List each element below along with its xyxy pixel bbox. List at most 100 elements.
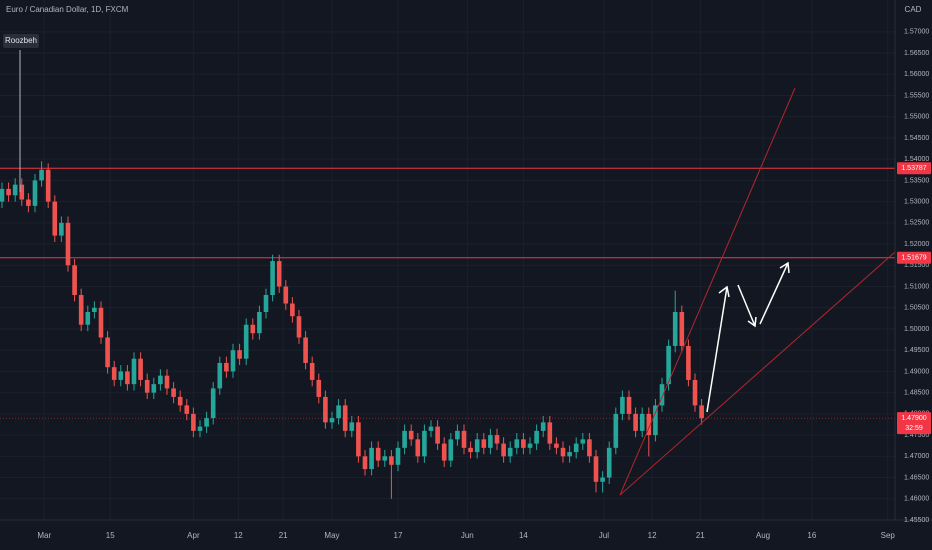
arrow xyxy=(706,286,728,413)
candle-body xyxy=(210,388,216,419)
candle-body xyxy=(639,413,645,431)
candle-body xyxy=(336,405,341,419)
candle-body xyxy=(26,199,31,206)
candle-body xyxy=(92,307,97,312)
y-tick-label: 1.49000 xyxy=(904,368,929,375)
candle-body xyxy=(6,188,11,196)
candle-body xyxy=(461,430,467,448)
y-tick-label: 1.54500 xyxy=(904,135,929,142)
candle-body xyxy=(514,439,520,448)
candle-body xyxy=(415,439,421,457)
candle-body xyxy=(501,443,506,457)
candle-body xyxy=(659,384,665,406)
candle-body xyxy=(39,169,44,181)
candle-body xyxy=(580,439,586,444)
candle-body xyxy=(342,405,348,431)
candle-body xyxy=(679,312,685,346)
author-marker xyxy=(3,34,39,48)
chart-title: Euro / Canadian Dollar, 1D, FXCM xyxy=(6,5,129,14)
last-price-label: 1.47900 xyxy=(901,415,926,422)
x-tick-label: Jul xyxy=(599,531,609,540)
x-tick-label: 17 xyxy=(394,531,403,540)
y-tick-label: 1.53500 xyxy=(904,177,929,184)
candle-body xyxy=(85,312,91,325)
y-tick-label: 1.51500 xyxy=(904,262,929,269)
candle-body xyxy=(329,418,335,423)
countdown: 32:59 xyxy=(905,425,923,432)
y-tick-label: 1.56500 xyxy=(904,50,929,57)
level-label: 1.51679 xyxy=(901,255,926,262)
x-tick-label: 12 xyxy=(234,531,243,540)
candle-body xyxy=(692,379,698,406)
candle-body xyxy=(521,439,526,448)
candle-body xyxy=(620,396,625,414)
candle-body xyxy=(540,422,546,431)
candle-body xyxy=(65,222,71,266)
candle-body xyxy=(600,477,605,482)
trend-line xyxy=(619,87,796,496)
candle-body xyxy=(554,443,559,448)
candle-body xyxy=(474,439,480,453)
candle-body xyxy=(587,439,592,457)
candle-body xyxy=(547,422,553,444)
y-tick-label: 1.46000 xyxy=(904,496,929,503)
candle-body xyxy=(356,422,361,457)
candle-body xyxy=(534,430,539,444)
candle-body xyxy=(191,413,196,431)
levels xyxy=(0,167,932,419)
candle-body xyxy=(98,307,104,338)
candle-body xyxy=(560,447,566,457)
candle-body xyxy=(567,452,572,457)
candle-body xyxy=(303,337,308,363)
candle-body xyxy=(118,371,124,380)
candle-body xyxy=(72,265,77,296)
arrow-head xyxy=(747,316,757,328)
candle-body xyxy=(455,430,460,440)
candle-body xyxy=(158,375,163,385)
y-tick-label: 1.52000 xyxy=(904,241,929,248)
y-tick-label: 1.47000 xyxy=(904,453,929,460)
y-tick-label: 1.48500 xyxy=(904,389,929,396)
candle-body xyxy=(184,405,190,414)
candle-body xyxy=(32,180,38,206)
candle-body xyxy=(428,426,434,431)
candle-body xyxy=(646,413,652,436)
candle-body xyxy=(197,426,203,431)
level-badge xyxy=(897,251,931,264)
candle-body xyxy=(672,312,678,346)
candle-body xyxy=(699,405,704,419)
x-tick-label: 21 xyxy=(279,531,288,540)
x-tick-label: 16 xyxy=(807,531,816,540)
candle-body xyxy=(105,337,110,368)
x-tick-label: May xyxy=(324,531,339,540)
y-tick-label: 1.56000 xyxy=(904,71,929,78)
candle-body xyxy=(125,371,130,385)
candle-body xyxy=(441,443,447,461)
x-tick-label: Mar xyxy=(37,531,51,540)
candle-body xyxy=(59,222,64,236)
candle-body xyxy=(593,456,599,482)
candle-body xyxy=(633,413,638,431)
y-tick-label: 1.50000 xyxy=(904,326,929,333)
candle-body xyxy=(164,375,170,389)
candle-body xyxy=(243,324,249,359)
candle-body xyxy=(138,358,143,380)
candle-body xyxy=(111,367,117,380)
candle-body xyxy=(626,396,632,414)
y-tick-label: 1.50500 xyxy=(904,305,929,312)
drawings xyxy=(619,87,896,496)
candle-body xyxy=(435,426,440,444)
y-tick-label: 1.54000 xyxy=(904,156,929,163)
x-tick-label: 14 xyxy=(519,531,528,540)
candle-body xyxy=(19,184,25,200)
candle-body xyxy=(250,324,256,334)
y-tick-label: 1.49500 xyxy=(904,347,929,354)
x-tick-label: Aug xyxy=(756,531,770,540)
candle-body xyxy=(488,435,493,448)
last-price-badge xyxy=(897,412,931,435)
candle-body xyxy=(296,316,302,338)
x-tick-label: 15 xyxy=(106,531,115,540)
candle-body xyxy=(507,447,513,457)
y-tick-label: 1.46500 xyxy=(904,474,929,481)
